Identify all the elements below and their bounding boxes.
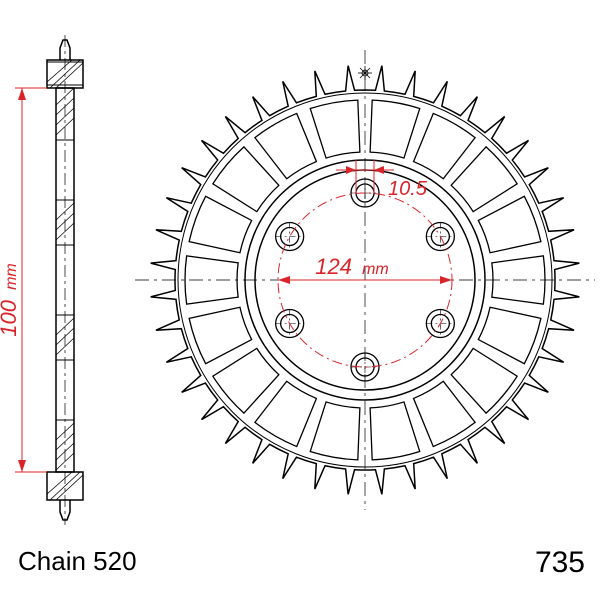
part-number: 735: [535, 546, 585, 579]
dim-100-unit: mm: [3, 263, 20, 290]
origin-mark: [358, 66, 372, 80]
svg-text:124 mm: 124 mm: [315, 254, 389, 279]
dim-100-value: 100: [0, 299, 21, 336]
dim-124-value: 124: [315, 254, 352, 279]
svg-text:100 mm: 100 mm: [0, 263, 21, 337]
drawing-container: 100 mm 124 mm 10.5 Chain 520 735: [0, 0, 600, 600]
side-view: [47, 35, 83, 525]
chain-label: Chain 520: [18, 546, 137, 576]
dim-10.5-value: 10.5: [388, 178, 428, 200]
technical-drawing: 100 mm 124 mm 10.5 Chain 520 735: [0, 0, 600, 600]
dim-124-unit: mm: [362, 261, 389, 278]
dimension-hub-100: 100 mm: [0, 88, 47, 472]
